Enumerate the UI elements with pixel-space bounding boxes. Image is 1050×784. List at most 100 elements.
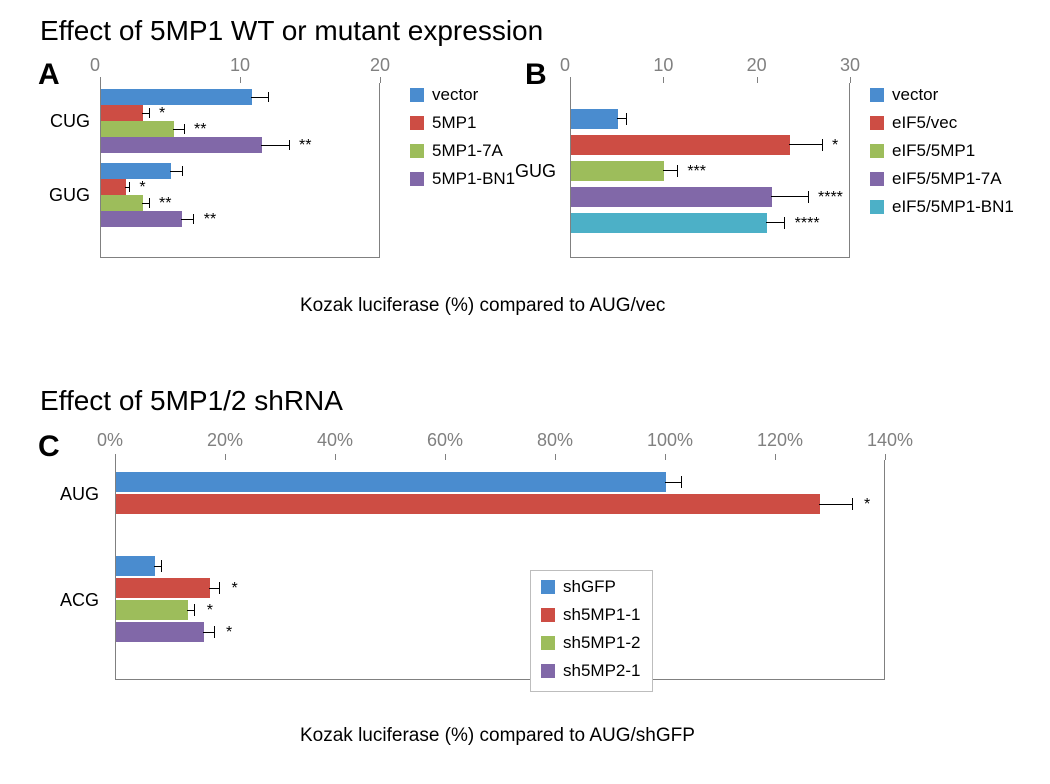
- axis-tick-label: 140%: [867, 430, 913, 451]
- bar: [571, 161, 664, 181]
- legend-item: 5MP1-BN1: [410, 169, 515, 189]
- axis-tick-label: 10: [230, 55, 250, 76]
- panel-a-letter: A: [38, 58, 60, 92]
- legend-label: eIF5/5MP1-7A: [892, 169, 1002, 189]
- group-label: GUG: [515, 161, 556, 182]
- significance-marker: ***: [687, 164, 706, 180]
- legend-swatch: [870, 200, 884, 214]
- axis-tick-label: 60%: [427, 430, 463, 451]
- legend-label: sh5MP2-1: [563, 661, 640, 681]
- panel-b-legend: vector eIF5/vec eIF5/5MP1 eIF5/5MP1-7A eIF5/…: [870, 85, 1014, 225]
- axis-tick-label: 20: [747, 55, 767, 76]
- legend-label: vector: [892, 85, 938, 105]
- panel-b: 0102030GUG************: [570, 55, 850, 265]
- legend-swatch: [541, 636, 555, 650]
- legend-label: shGFP: [563, 577, 616, 597]
- bar: [101, 163, 171, 179]
- axis-tick-label: 120%: [757, 430, 803, 451]
- bar: [101, 195, 143, 211]
- axis-tick-label: 20: [370, 55, 390, 76]
- bar: [116, 600, 188, 620]
- significance-marker: *: [139, 180, 145, 196]
- legend-item: 5MP1: [410, 113, 515, 133]
- group-label: GUG: [40, 185, 90, 206]
- legend-swatch: [410, 172, 424, 186]
- legend-swatch: [541, 608, 555, 622]
- bar: [101, 121, 174, 137]
- significance-marker: ****: [818, 190, 843, 206]
- legend-label: eIF5/vec: [892, 113, 957, 133]
- legend-swatch: [541, 664, 555, 678]
- axis-tick-label: 20%: [207, 430, 243, 451]
- legend-item: shGFP: [541, 577, 640, 597]
- legend-swatch: [541, 580, 555, 594]
- legend-item: eIF5/5MP1: [870, 141, 1014, 161]
- axis-tick-label: 80%: [537, 430, 573, 451]
- legend-label: eIF5/5MP1: [892, 141, 975, 161]
- axis-tick-label: 10: [653, 55, 673, 76]
- legend-swatch: [410, 116, 424, 130]
- panel-c: 0%20%40%60%80%100%120%140%AUG*ACG***: [115, 430, 885, 690]
- bar: [101, 137, 262, 153]
- significance-marker: *: [832, 138, 838, 154]
- axis-tick-label: 0: [90, 55, 100, 76]
- caption-ab: Kozak luciferase (%) compared to AUG/vec: [300, 295, 665, 317]
- bar: [116, 472, 666, 492]
- significance-marker: ****: [795, 216, 820, 232]
- significance-marker: **: [204, 212, 216, 228]
- bar: [116, 556, 155, 576]
- legend-label: sh5MP1-1: [563, 605, 640, 625]
- legend-item: vector: [870, 85, 1014, 105]
- significance-marker: *: [159, 106, 165, 122]
- group-label: CUG: [40, 111, 90, 132]
- bar: [101, 89, 252, 105]
- bar: [571, 187, 772, 207]
- significance-marker: **: [194, 122, 206, 138]
- bar: [571, 213, 767, 233]
- significance-marker: *: [864, 497, 870, 513]
- bar: [116, 622, 204, 642]
- panel-c-legend: shGFP sh5MP1-1 sh5MP1-2 sh5MP2-1: [530, 570, 653, 692]
- legend-item: sh5MP1-2: [541, 633, 640, 653]
- panel-c-letter: C: [38, 430, 60, 464]
- bar: [101, 211, 182, 227]
- bar: [571, 109, 618, 129]
- significance-marker: **: [299, 138, 311, 154]
- panel-b-letter: B: [525, 58, 547, 92]
- axis-tick-label: 40%: [317, 430, 353, 451]
- bar: [116, 494, 820, 514]
- significance-marker: **: [159, 196, 171, 212]
- significance-marker: *: [226, 625, 232, 641]
- legend-swatch: [410, 144, 424, 158]
- legend-swatch: [870, 88, 884, 102]
- significance-marker: *: [232, 581, 238, 597]
- legend-swatch: [870, 116, 884, 130]
- group-label: AUG: [60, 484, 99, 505]
- legend-item: vector: [410, 85, 515, 105]
- legend-item: eIF5/5MP1-BN1: [870, 197, 1014, 217]
- legend-item: sh5MP1-1: [541, 605, 640, 625]
- legend-item: eIF5/vec: [870, 113, 1014, 133]
- panel-a-legend: vector 5MP1 5MP1-7A 5MP1-BN1: [410, 85, 515, 197]
- section1-title: Effect of 5MP1 WT or mutant expression: [40, 15, 543, 47]
- legend-swatch: [870, 144, 884, 158]
- legend-item: sh5MP2-1: [541, 661, 640, 681]
- legend-item: eIF5/5MP1-7A: [870, 169, 1014, 189]
- legend-label: sh5MP1-2: [563, 633, 640, 653]
- axis-tick-label: 30: [840, 55, 860, 76]
- panel-a: 01020CUG*****GUG*****: [100, 55, 380, 265]
- legend-label: vector: [432, 85, 478, 105]
- significance-marker: *: [207, 603, 213, 619]
- axis-tick-label: 0%: [97, 430, 123, 451]
- caption-c: Kozak luciferase (%) compared to AUG/shG…: [300, 725, 695, 747]
- section2-title: Effect of 5MP1/2 shRNA: [40, 385, 343, 417]
- legend-label: 5MP1-BN1: [432, 169, 515, 189]
- bar: [571, 135, 790, 155]
- legend-label: 5MP1-7A: [432, 141, 503, 161]
- bar: [116, 578, 210, 598]
- bar: [101, 179, 126, 195]
- legend-item: 5MP1-7A: [410, 141, 515, 161]
- legend-label: eIF5/5MP1-BN1: [892, 197, 1014, 217]
- bar: [101, 105, 143, 121]
- group-label: ACG: [60, 590, 99, 611]
